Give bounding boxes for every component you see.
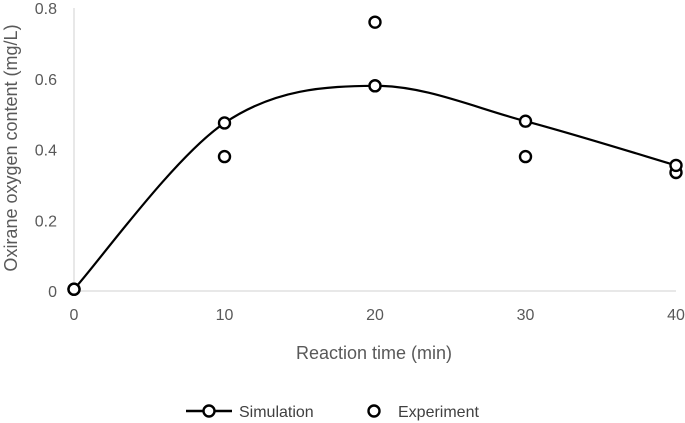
y-tick-label: 0.2 <box>35 213 57 230</box>
y-tick-label: 0.8 <box>35 1 57 18</box>
experiment-point <box>217 149 232 164</box>
simulation-point <box>67 282 81 296</box>
x-tick-label: 20 <box>366 307 384 324</box>
y-tick-label: 0.4 <box>35 143 57 160</box>
simulation-point <box>368 79 382 93</box>
y-tick-label: 0.6 <box>35 72 57 89</box>
x-tick-label: 40 <box>667 307 685 324</box>
y-axis-title: Oxirane oxygen content (mg/L) <box>1 24 21 271</box>
experiment-point <box>518 149 533 164</box>
plot-area: 0 0.2 0.4 0.6 0.8 0 10 20 30 40 <box>35 1 685 324</box>
legend-simulation-label: Simulation <box>239 404 314 421</box>
x-tick-label: 0 <box>70 307 79 324</box>
legend-experiment-marker <box>367 404 381 418</box>
simulation-point <box>217 116 232 130</box>
x-tick-label: 10 <box>216 307 234 324</box>
x-tick-label: 30 <box>517 307 535 324</box>
legend: Simulation Experiment <box>186 404 479 421</box>
experiment-point <box>368 15 382 29</box>
x-axis-title: Reaction time (min) <box>296 343 452 363</box>
legend-experiment-label: Experiment <box>398 404 479 421</box>
simulation-point <box>669 158 683 173</box>
legend-simulation-marker <box>202 404 216 418</box>
simulation-point <box>518 114 533 128</box>
simulation-line <box>73 84 677 290</box>
y-tick-label: 0 <box>48 284 57 301</box>
